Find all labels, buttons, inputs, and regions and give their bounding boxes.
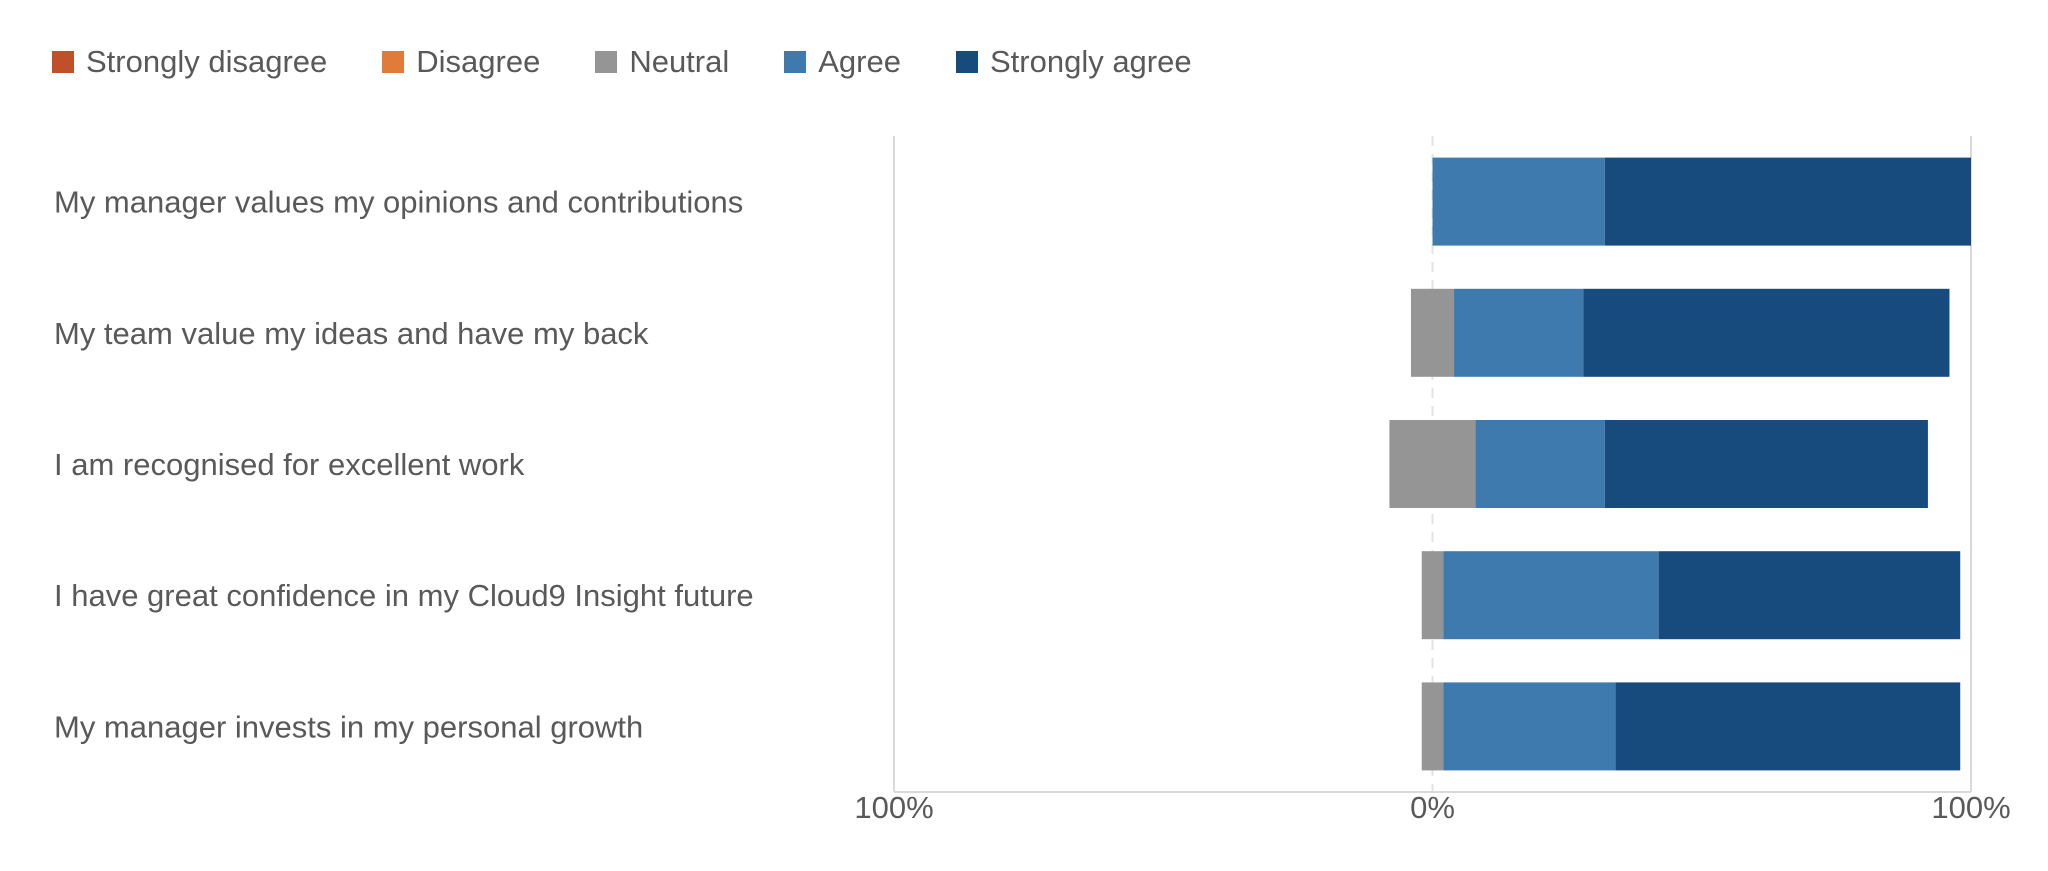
bar-segment-strongly-agree bbox=[1583, 288, 1950, 377]
chart-legend: Strongly disagree Disagree Neutral Agree Str… bbox=[52, 40, 1247, 84]
legend-item: Strongly agree bbox=[955, 44, 1192, 80]
category-label: My manager invests in my personal growth bbox=[54, 709, 643, 744]
bar-segment-agree bbox=[1454, 288, 1584, 377]
bar-segment-neutral bbox=[1389, 420, 1476, 508]
legend-item: Agree bbox=[784, 44, 901, 80]
legend-swatch bbox=[595, 51, 618, 73]
legend-label: Strongly agree bbox=[989, 44, 1192, 79]
legend-label: Disagree bbox=[416, 44, 541, 79]
legend-label: Neutral bbox=[629, 44, 730, 79]
bar-segment-neutral bbox=[1421, 682, 1444, 771]
legend-label: Strongly disagree bbox=[86, 44, 328, 79]
category-label: My team value my ideas and have my back bbox=[54, 316, 649, 351]
bar-segment-agree bbox=[1432, 157, 1605, 246]
bar-segment-strongly-agree bbox=[1658, 551, 1961, 640]
category-label: I am recognised for excellent work bbox=[54, 447, 525, 482]
x-tick-label: 100% bbox=[854, 790, 933, 825]
bar-segment-strongly-agree bbox=[1604, 420, 1928, 508]
legend-swatch bbox=[382, 51, 405, 73]
bar-segment-neutral bbox=[1421, 551, 1444, 640]
legend-swatch bbox=[955, 51, 978, 73]
legend-item: Strongly disagree bbox=[52, 44, 327, 80]
legend-item: Neutral bbox=[595, 44, 729, 80]
bar-segment-agree bbox=[1475, 420, 1605, 508]
legend-swatch bbox=[52, 51, 74, 73]
category-label: I have great confidence in my Cloud9 Ins… bbox=[54, 578, 754, 613]
legend-label: Agree bbox=[818, 44, 901, 79]
bar-segment-agree bbox=[1443, 682, 1616, 771]
bar-segment-strongly-agree bbox=[1604, 157, 1971, 246]
bar-segment-strongly-agree bbox=[1615, 682, 1961, 771]
bar-segment-neutral bbox=[1410, 288, 1455, 377]
legend-item: Disagree bbox=[382, 44, 540, 80]
bar-segment-agree bbox=[1443, 551, 1659, 640]
category-label: My manager values my opinions and contri… bbox=[54, 185, 743, 220]
x-tick-label: 0% bbox=[1410, 790, 1455, 825]
legend-swatch bbox=[784, 51, 807, 73]
x-tick-label: 100% bbox=[1931, 790, 2010, 825]
